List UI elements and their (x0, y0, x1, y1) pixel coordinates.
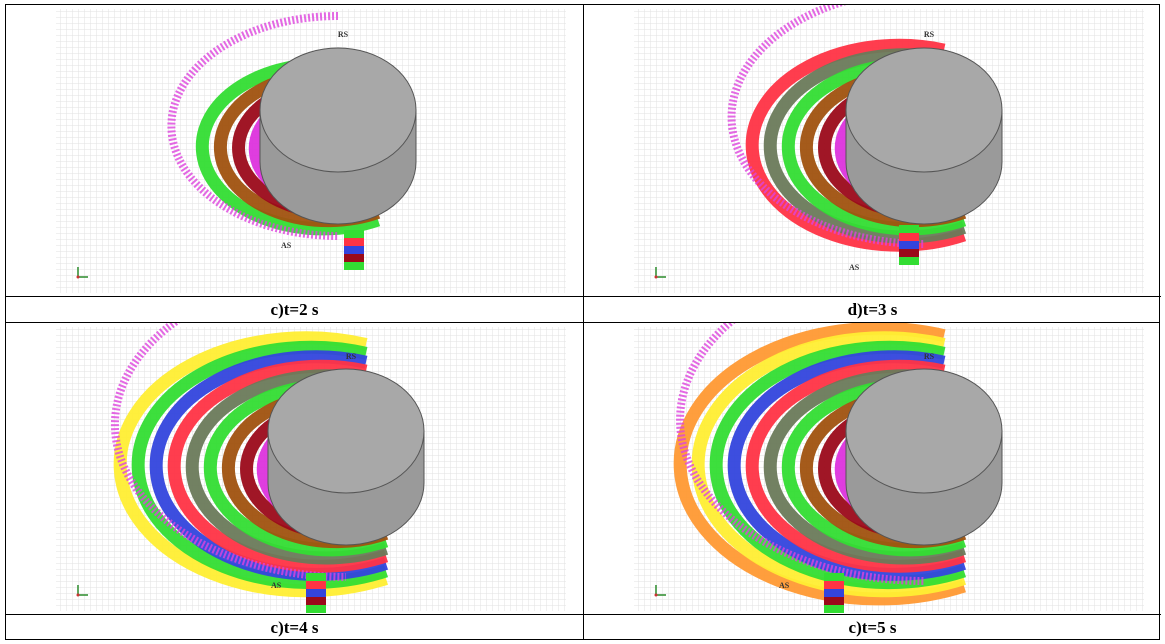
as-label: AS (779, 581, 790, 590)
axis-icon (77, 594, 80, 597)
tail-strip (306, 581, 326, 589)
simulation-image: RS AS (584, 323, 1161, 614)
axis-icon (655, 594, 658, 597)
tail-strip (899, 257, 919, 265)
panel: RS AS c)t=5 s (584, 323, 1161, 640)
as-label: AS (281, 241, 292, 250)
simulation-image: RS AS (584, 5, 1161, 296)
figure: RS AS c)t=2 s RS AS d)t=3 s RS AS c)t=4 s RS AS c)t… (5, 4, 1160, 640)
tail-strip (344, 238, 364, 246)
simulation-image: RS AS (6, 5, 583, 296)
rs-label: RS (346, 352, 357, 361)
rs-label: RS (924, 352, 935, 361)
tail-strip (824, 581, 844, 589)
tail-strip (899, 249, 919, 257)
as-label: AS (849, 263, 860, 272)
tool-top (260, 48, 416, 172)
simulation-image: RS AS (6, 323, 583, 614)
tail-strip (899, 225, 919, 233)
as-label: AS (271, 581, 282, 590)
tail-strip (899, 241, 919, 249)
caption: c)t=5 s (584, 614, 1161, 640)
tail-strip (344, 246, 364, 254)
tool-top (846, 48, 1002, 172)
panel: RS AS d)t=3 s (584, 5, 1161, 322)
tail-strip (344, 262, 364, 270)
caption: c)t=4 s (6, 614, 583, 640)
tail-strip (824, 573, 844, 581)
tail-strip (306, 605, 326, 613)
tail-strip (306, 589, 326, 597)
tail-strip (344, 230, 364, 238)
caption: c)t=2 s (6, 296, 583, 322)
panel: RS AS c)t=4 s (6, 323, 583, 640)
axis-icon (77, 276, 80, 279)
tail-strip (306, 573, 326, 581)
rs-label: RS (924, 30, 935, 39)
panel: RS AS c)t=2 s (6, 5, 583, 322)
tail-strip (824, 589, 844, 597)
tail-strip (306, 597, 326, 605)
tail-strip (824, 605, 844, 613)
caption: d)t=3 s (584, 296, 1161, 322)
tool-top (268, 369, 424, 493)
tool-top (846, 369, 1002, 493)
tail-strip (899, 233, 919, 241)
tail-strip (824, 597, 844, 605)
tail-strip (344, 254, 364, 262)
page: RS AS c)t=2 s RS AS d)t=3 s RS AS c)t=4 s RS AS c)t… (0, 0, 1165, 644)
axis-icon (655, 276, 658, 279)
rs-label: RS (338, 30, 349, 39)
